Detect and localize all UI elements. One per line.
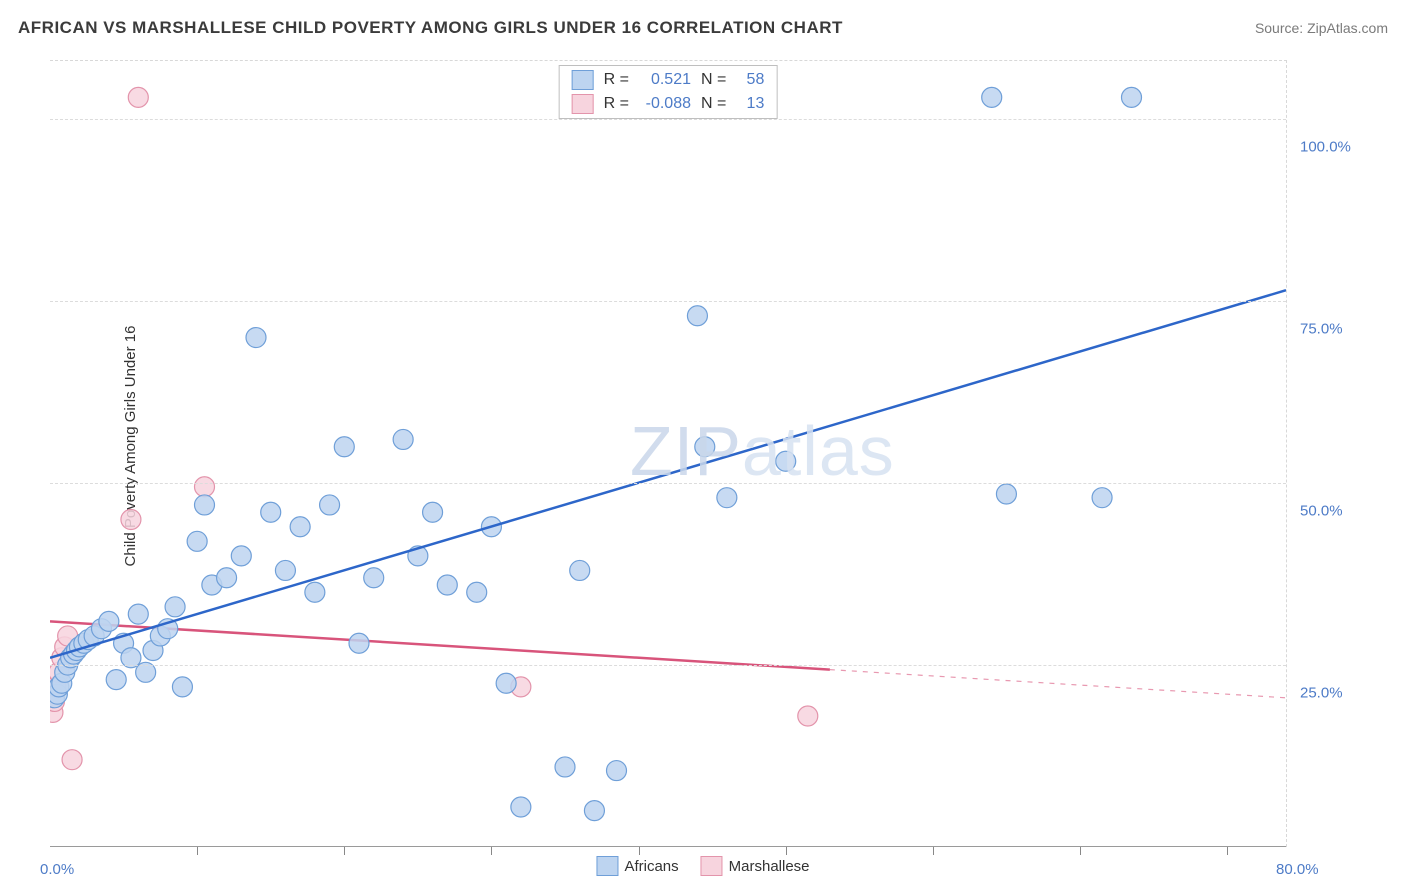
marshallese-point [62,750,82,770]
legend-correlation-row: R = 0.521 N = 58 [560,68,777,92]
africans-point [423,502,443,522]
africans-point [290,517,310,537]
legend-series-label: Africans [624,858,678,875]
legend-series-label: Marshallese [729,858,810,875]
africans-point [305,582,325,602]
africans-point [231,546,251,566]
x-tick [1227,847,1228,855]
africans-point [607,761,627,781]
x-tick [639,847,640,855]
gridline [50,665,1286,666]
legend-swatch [572,70,594,90]
africans-point [467,582,487,602]
x-min-label: 0.0% [40,861,74,878]
legend-r-label: R = [604,95,629,113]
marshallese-trendline-extrapolated [830,670,1286,698]
y-tick-label: 25.0% [1300,685,1343,702]
y-tick-label: 75.0% [1300,321,1343,338]
marshallese-point [798,706,818,726]
africans-point [165,597,185,617]
africans-point [261,502,281,522]
legend-correlation: R = 0.521 N = 58 R = -0.088 N = 13 [559,65,778,119]
africans-point [195,495,215,515]
x-tick [1080,847,1081,855]
legend-swatch [596,856,618,876]
legend-n-value: 13 [736,95,764,113]
legend-series-item: Africans [596,856,678,876]
x-max-label: 80.0% [1276,861,1319,878]
x-axis-line [50,846,1286,847]
africans-point [496,673,516,693]
africans-point [217,568,237,588]
legend-n-label: N = [701,71,726,89]
legend-n-value: 58 [736,71,764,89]
y-tick-label: 100.0% [1300,139,1351,156]
africans-point [320,495,340,515]
africans-point [695,437,715,457]
africans-point [687,306,707,326]
africans-trendline [50,290,1286,658]
legend-r-label: R = [604,71,629,89]
africans-point [393,429,413,449]
marshallese-point [128,87,148,107]
africans-point [555,757,575,777]
header: AFRICAN VS MARSHALLESE CHILD POVERTY AMO… [18,18,1388,38]
marshallese-point [121,510,141,530]
africans-point [364,568,384,588]
legend-swatch [572,94,594,114]
africans-point [349,633,369,653]
gridline [50,119,1286,120]
y-tick-label: 50.0% [1300,503,1343,520]
legend-series-item: Marshallese [701,856,810,876]
africans-point [996,484,1016,504]
africans-point [172,677,192,697]
africans-point [1122,87,1142,107]
africans-point [246,328,266,348]
legend-r-value: -0.088 [639,95,691,113]
africans-point [1092,488,1112,508]
legend-series: Africans Marshallese [596,856,809,876]
legend-r-value: 0.521 [639,71,691,89]
africans-point [584,801,604,821]
africans-point [106,670,126,690]
plot-area: R =0.521N =58R =-0.088N =13 ZIPatlas 25.… [50,60,1287,847]
africans-point [982,87,1002,107]
chart-title: AFRICAN VS MARSHALLESE CHILD POVERTY AMO… [18,18,843,38]
africans-point [128,604,148,624]
gridline [50,483,1286,484]
marshallese-point [195,477,215,497]
x-tick [933,847,934,855]
africans-point [717,488,737,508]
africans-point [511,797,531,817]
legend-n-label: N = [701,95,726,113]
africans-point [570,560,590,580]
x-tick [344,847,345,855]
x-tick [786,847,787,855]
source-label: Source: ZipAtlas.com [1255,20,1388,36]
legend-swatch [701,856,723,876]
africans-point [275,560,295,580]
scatter-svg [50,61,1286,847]
legend-correlation-row: R = -0.088 N = 13 [560,92,777,116]
gridline [50,301,1286,302]
africans-point [776,451,796,471]
x-tick [491,847,492,855]
africans-point [187,531,207,551]
africans-point [334,437,354,457]
africans-point [437,575,457,595]
africans-point [99,611,119,631]
x-tick [197,847,198,855]
